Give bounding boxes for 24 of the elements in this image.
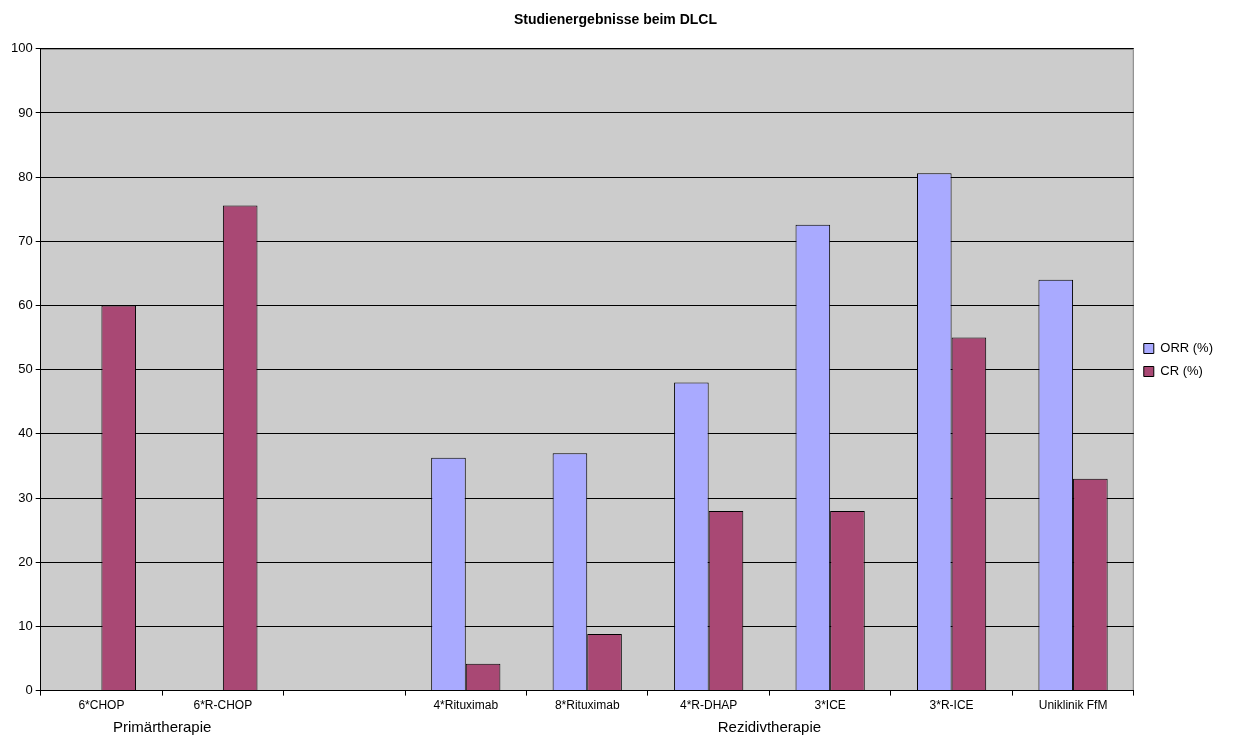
- x-tick-label: 4*Rituximab: [433, 698, 499, 713]
- text: Primärtherapie: [112, 717, 212, 735]
- y-tick-label: 40: [18, 425, 33, 441]
- x-tick-label: 3*R-ICE: [929, 698, 974, 713]
- x-tick-label: 8*Rituximab: [554, 698, 620, 713]
- text: Rezidivtherapie: [717, 717, 822, 735]
- y-tick-label: 100: [10, 40, 33, 56]
- y-tick-label: 20: [18, 553, 33, 569]
- chart-title: Studienergebnisse beim DLCL: [513, 11, 718, 28]
- y-tick-label: 50: [18, 361, 33, 377]
- y-tick-label: 80: [18, 168, 33, 184]
- x-tick-label: 3*ICE: [814, 698, 846, 713]
- legend-label: CR (%): [1160, 363, 1203, 379]
- y-tick-label: 60: [18, 297, 33, 313]
- x-tick-label: 6*R-CHOP: [193, 698, 253, 713]
- y-tick-label: 90: [18, 104, 33, 120]
- x-tick-label: 6*CHOP: [78, 698, 125, 713]
- x-tick-label: 4*R-DHAP: [680, 698, 738, 713]
- y-tick-label: 0: [25, 682, 33, 698]
- y-tick-label: 70: [18, 232, 33, 248]
- x-tick-label: Uniklinik FfM: [1038, 698, 1108, 713]
- y-tick-label: 10: [18, 618, 33, 633]
- legend-label: ORR (%): [1160, 340, 1213, 356]
- y-tick-label: 30: [18, 489, 33, 505]
